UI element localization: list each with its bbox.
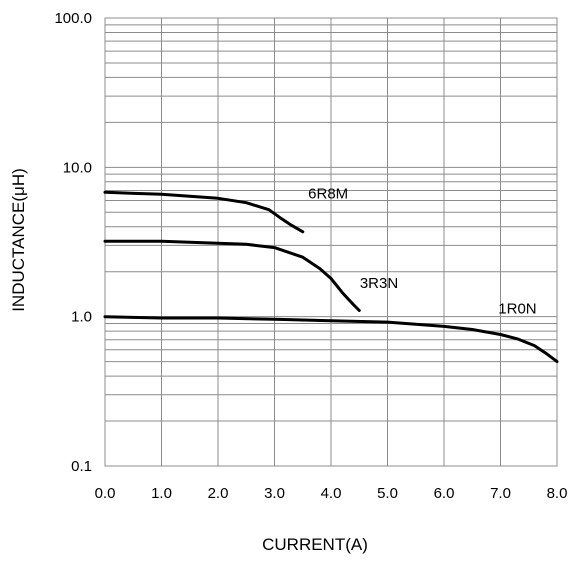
- y-tick-label: 10.0: [63, 159, 92, 176]
- x-tick-label: 6.0: [434, 485, 455, 502]
- series-label-3r3n: 3R3N: [360, 275, 398, 292]
- series-line-3r3n: [103, 239, 361, 312]
- y-tick-label: 100.0: [54, 10, 92, 27]
- tick-labels: 0.0 1.0 2.0 3.0 4.0 5.0 6.0 7.0 8.0 0.1 1.0 10.0 100…: [54, 10, 567, 502]
- y-axis-title: INDUCTANCE(μH): [9, 168, 28, 312]
- x-tick-label: 2.0: [208, 485, 229, 502]
- x-tick-label: 3.0: [264, 485, 285, 502]
- x-tick-label: 5.0: [377, 485, 398, 502]
- series-label-6r8m: 6R8M: [308, 185, 348, 202]
- x-tick-label: 8.0: [547, 485, 568, 502]
- y-tick-label: 1.0: [71, 309, 92, 326]
- x-axis-title: CURRENT(A): [262, 535, 368, 554]
- series-lines: 6R8M 3R3N 1R0N: [103, 185, 559, 364]
- x-tick-label: 0.0: [95, 485, 116, 502]
- y-tick-label: 0.1: [71, 458, 92, 475]
- series-line-1r0n: [103, 315, 559, 364]
- series-label-1r0n: 1R0N: [498, 301, 536, 318]
- x-tick-label: 7.0: [490, 485, 511, 502]
- series-line-6r8m: [103, 190, 305, 234]
- x-tick-label: 1.0: [151, 485, 172, 502]
- plot-grid: [104, 17, 558, 467]
- x-tick-label: 4.0: [321, 485, 342, 502]
